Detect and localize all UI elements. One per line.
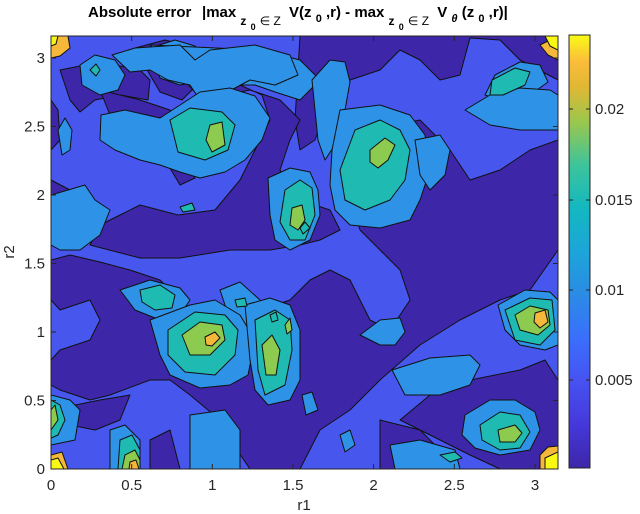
plot-axes-box	[50, 35, 559, 470]
title-sub: ∈ Z	[408, 14, 429, 28]
y-tick-label: 2	[37, 187, 45, 204]
x-axis-label: r1	[297, 497, 310, 514]
title-prefix: Absolute error	[88, 4, 192, 21]
y-tick-label: 3	[37, 50, 45, 67]
title-part3: V	[437, 4, 447, 21]
x-tick-label: 2.5	[444, 477, 465, 494]
title-part3c: ,r)|	[489, 4, 508, 21]
x-tick-label: 0	[47, 477, 55, 494]
title-subsub: 0	[251, 22, 256, 32]
colorbar: 0.005 0.01 0.015 0.02	[568, 34, 633, 469]
title-sub: z	[240, 14, 246, 28]
x-tick-labels: 0 0.5 1 1.5 2 2.5 3	[47, 477, 539, 494]
x-axis	[50, 36, 536, 469]
chart-title: Absolute error |max z 0 ∈ Z V(z 0 ,r) - …	[88, 4, 508, 34]
x-tick-label: 3	[531, 477, 539, 494]
title-part3b: (z	[462, 4, 475, 21]
y-tick-label: 0	[37, 461, 45, 478]
title-sub: 0	[478, 13, 484, 25]
y-tick-labels: 0 0.5 1 1.5 2 2.5 3	[24, 50, 45, 478]
title-sub: θ	[451, 13, 457, 25]
colorbar-tick-label: 0.005	[595, 372, 633, 389]
colorbar-tick-label: 0.02	[595, 101, 624, 118]
x-tick-label: 0.5	[121, 477, 142, 494]
svg-text:Absolute error |max: Absolute error |max z 0 ∈ Z V(z 0 ,r) - …	[88, 4, 508, 34]
y-axis	[51, 57, 558, 470]
y-tick-label: 1	[37, 324, 45, 341]
title-part2: V(z	[289, 4, 312, 21]
title-subsub: 0	[399, 22, 404, 32]
title-sub: ∈ Z	[260, 14, 281, 28]
title-part2b: ,r) - max	[326, 4, 385, 21]
y-axis-label: r2	[1, 245, 18, 258]
y-tick-label: 2.5	[24, 119, 45, 136]
colorbar-tick-label: 0.015	[595, 192, 633, 209]
x-tick-label: 1	[208, 477, 216, 494]
y-tick-label: 0.5	[24, 393, 45, 410]
title-sub: z	[389, 14, 395, 28]
colorbar-tick-label: 0.01	[595, 282, 624, 299]
x-tick-label: 2	[369, 477, 377, 494]
x-tick-label: 1.5	[283, 477, 304, 494]
contour-plot	[51, 36, 558, 469]
title-part1: |max	[202, 4, 237, 21]
title-sub: 0	[316, 13, 322, 25]
y-tick-label: 1.5	[24, 256, 45, 273]
